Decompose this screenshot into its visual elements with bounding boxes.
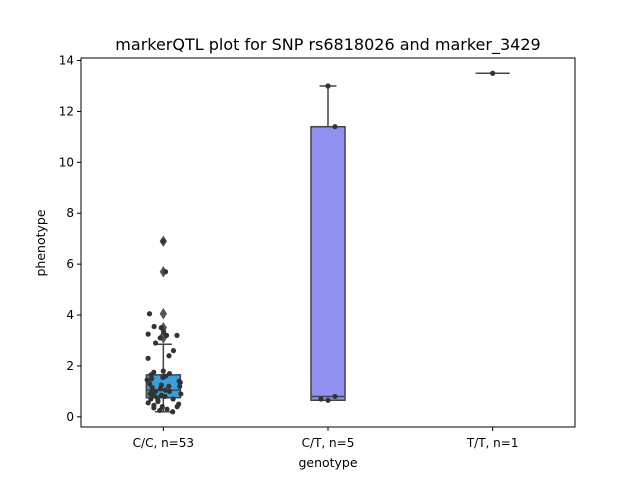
data-point: [158, 325, 164, 331]
data-point: [155, 398, 161, 405]
data-point: [490, 70, 496, 76]
data-point: [146, 311, 153, 317]
data-point: [166, 370, 173, 377]
data-point: [149, 376, 155, 382]
data-point: [147, 381, 153, 387]
data-point: [160, 238, 166, 244]
y-tick-label: 14: [59, 54, 74, 68]
chart-title: markerQTL plot for SNP rs6818026 and mar…: [115, 35, 540, 55]
data-point: [166, 383, 172, 389]
data-point: [162, 269, 169, 275]
x-tick-label: C/T, n=5: [302, 436, 355, 450]
plot-area: [144, 70, 510, 415]
box-group: [310, 85, 346, 402]
data-point: [144, 377, 150, 383]
data-point: [160, 368, 166, 374]
data-point: [160, 374, 166, 380]
x-tick-label: C/C, n=53: [133, 436, 194, 450]
y-tick-label: 8: [66, 206, 74, 220]
data-point: [166, 388, 173, 394]
data-point: [178, 391, 184, 397]
data-point: [170, 396, 176, 402]
data-point: [162, 387, 168, 393]
data-point: [157, 335, 163, 341]
strip-points: [490, 70, 496, 76]
data-point: [160, 328, 167, 335]
data-point: [177, 379, 183, 386]
data-point: [164, 406, 170, 412]
data-point: [151, 323, 157, 330]
data-point: [325, 397, 331, 403]
x-axis: C/C, n=53 C/T, n=5 T/T, n=1: [133, 427, 519, 450]
data-point: [145, 400, 151, 406]
y-tick-label: 2: [66, 359, 74, 373]
strip-points: [144, 238, 184, 415]
data-point: [157, 407, 163, 414]
outlier-marker: [159, 308, 168, 320]
data-point: [148, 396, 154, 402]
data-point: [149, 384, 155, 391]
y-tick-label: 4: [66, 308, 74, 322]
box-iqr: [310, 125, 346, 402]
data-point: [170, 409, 176, 415]
data-point: [177, 383, 183, 389]
data-point: [166, 353, 172, 359]
data-point: [162, 393, 168, 400]
data-point: [147, 391, 153, 397]
data-point: [174, 404, 180, 410]
plot-frame: [80, 57, 576, 428]
x-tick-label: T/T, n=1: [466, 436, 519, 450]
data-point: [170, 348, 177, 354]
y-axis-label: phenotype: [33, 209, 48, 276]
y-tick-label: 10: [59, 155, 74, 169]
data-point: [325, 83, 331, 89]
y-axis: 0 2 4 6 8 10 12 14: [59, 54, 81, 424]
data-point: [332, 124, 338, 130]
data-point: [318, 396, 324, 402]
y-tick-label: 12: [59, 104, 74, 118]
data-point: [151, 405, 157, 411]
data-point: [163, 332, 170, 338]
data-point: [174, 332, 180, 338]
y-tick-label: 0: [66, 410, 74, 424]
strip-points: [318, 83, 338, 403]
data-point: [157, 386, 164, 392]
data-point: [152, 340, 159, 346]
data-point: [145, 331, 151, 337]
y-tick-label: 6: [66, 257, 74, 271]
data-point: [332, 393, 338, 400]
data-point: [145, 355, 151, 361]
x-axis-label: genotype: [298, 455, 357, 470]
data-point: [159, 404, 165, 410]
